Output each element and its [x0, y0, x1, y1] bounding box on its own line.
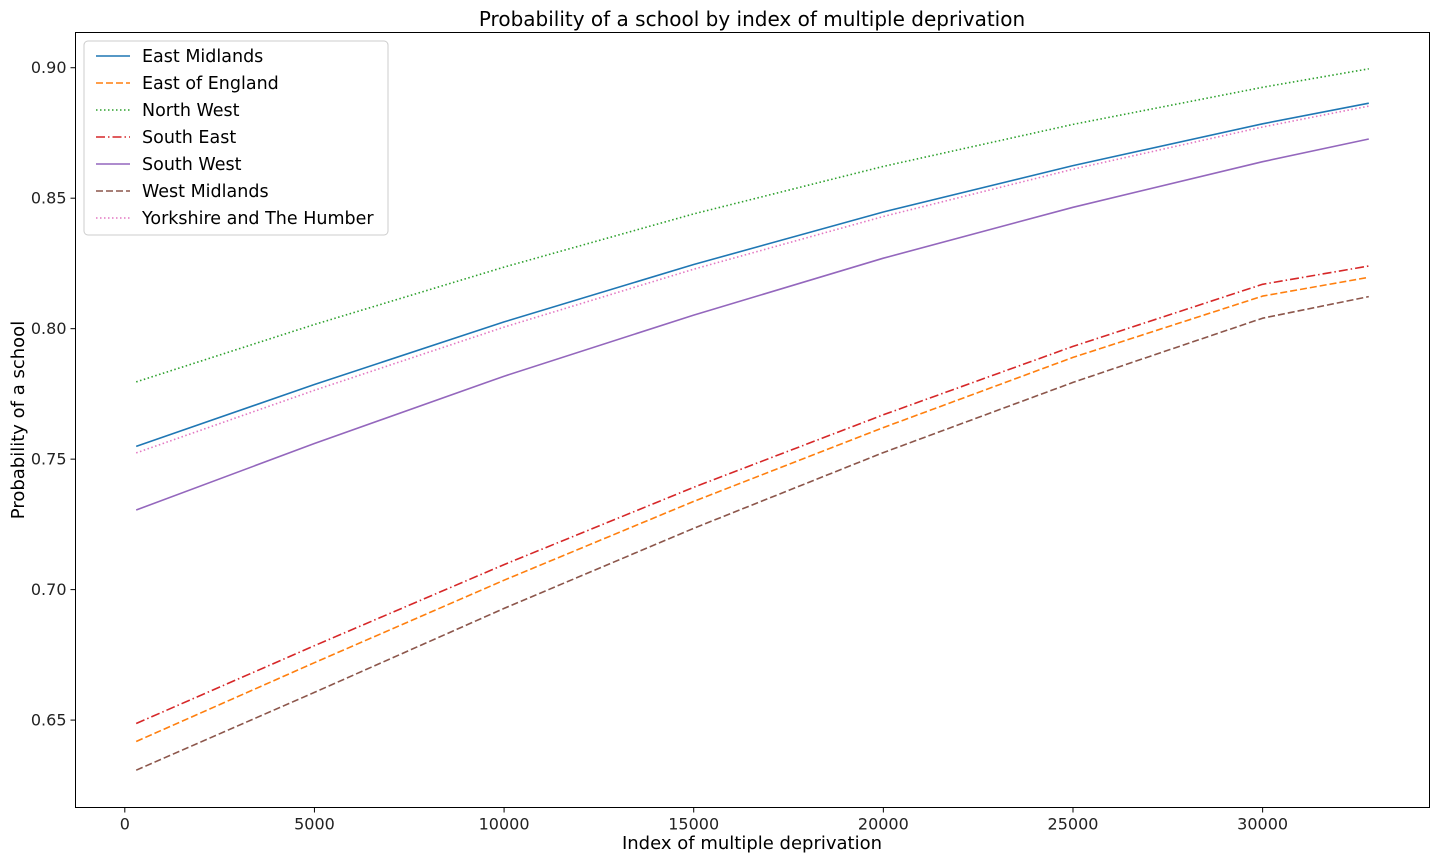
x-tick-label: 20000 — [858, 815, 909, 834]
x-tick-label: 5000 — [294, 815, 335, 834]
plot-frame — [75, 32, 1430, 808]
legend-box — [83, 40, 389, 236]
y-tick-label: 0.65 — [31, 711, 67, 730]
series-lines — [135, 68, 1369, 771]
y-tick-label: 0.70 — [31, 580, 67, 599]
series-line — [135, 295, 1369, 771]
x-tick-label: 30000 — [1237, 815, 1288, 834]
legend-label: North West — [142, 101, 240, 121]
legend: East Midlands East of England North West So… — [83, 40, 389, 236]
axis-ticks: 0 5000 10000 15000 20000 25000 30000 0.65 0.70 0.… — [31, 58, 1288, 833]
series-line — [135, 265, 1369, 725]
x-tick-label: 10000 — [479, 815, 530, 834]
series-line — [135, 102, 1369, 448]
legend-label: East Midlands — [142, 47, 263, 67]
x-tick-label: 15000 — [668, 815, 719, 834]
series-line — [135, 105, 1369, 454]
y-tick-label: 0.75 — [31, 450, 67, 469]
y-tick-label: 0.80 — [31, 319, 67, 338]
y-axis-title: Probability of a school — [8, 321, 29, 519]
x-tick-label: 0 — [120, 815, 130, 834]
legend-label: South East — [142, 128, 236, 148]
legend-label: South West — [142, 155, 242, 175]
legend-label: West Midlands — [142, 182, 269, 202]
legend-label: Yorkshire and The Humber — [141, 209, 374, 229]
y-tick-label: 0.90 — [31, 58, 67, 77]
x-axis-title: Index of multiple deprivation — [622, 833, 882, 854]
series-line — [135, 68, 1369, 383]
series-line — [135, 138, 1369, 511]
legend-label: East of England — [142, 74, 279, 94]
chart-title: Probability of a school by index of mult… — [479, 7, 1025, 31]
y-tick-label: 0.85 — [31, 189, 67, 208]
series-line — [135, 276, 1369, 743]
x-tick-label: 25000 — [1048, 815, 1099, 834]
